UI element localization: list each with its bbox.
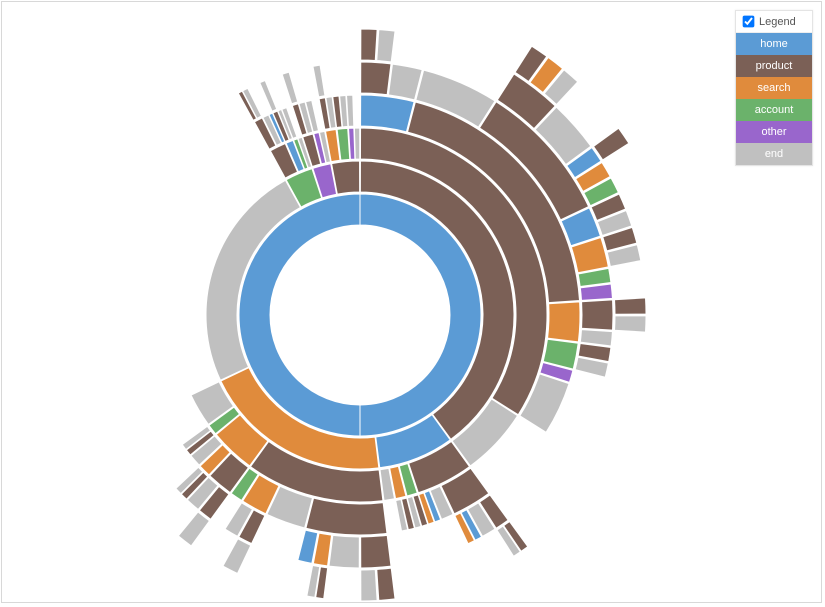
legend-items: homeproductsearchaccountotherend bbox=[736, 33, 812, 165]
sunburst-arc-product[interactable] bbox=[615, 298, 646, 314]
sunburst-arc-product[interactable] bbox=[361, 535, 391, 568]
sunburst-arc-end[interactable] bbox=[354, 128, 359, 159]
sunburst-arc-end[interactable] bbox=[361, 570, 377, 601]
sunburst-arc-product[interactable] bbox=[582, 300, 613, 330]
legend-item-home[interactable]: home bbox=[736, 33, 812, 55]
legend-item-end[interactable]: end bbox=[736, 143, 812, 165]
legend-item-product[interactable]: product bbox=[736, 55, 812, 77]
sunburst-arc-product[interactable] bbox=[361, 62, 391, 95]
sunburst-arc-product[interactable] bbox=[361, 29, 377, 60]
sunburst-arc-search[interactable] bbox=[548, 302, 580, 342]
chart-frame: Legend homeproductsearchaccountotherend bbox=[1, 1, 822, 603]
sunburst-arc-end[interactable] bbox=[580, 330, 612, 346]
legend-item-account[interactable]: account bbox=[736, 99, 812, 121]
sunburst-arc-end[interactable] bbox=[282, 72, 298, 104]
legend-title: Legend bbox=[759, 16, 796, 28]
sunburst-arc-end[interactable] bbox=[223, 539, 251, 574]
sunburst-arc-product[interactable] bbox=[377, 568, 395, 600]
sunburst-arc-end[interactable] bbox=[329, 535, 359, 568]
legend-item-other[interactable]: other bbox=[736, 121, 812, 143]
legend-toggle-checkbox[interactable] bbox=[743, 16, 755, 28]
sunburst-arc-product[interactable] bbox=[594, 128, 629, 160]
sunburst-arc-home[interactable] bbox=[361, 95, 415, 132]
legend-box: Legend homeproductsearchaccountotherend bbox=[735, 10, 813, 166]
sunburst-arc-end[interactable] bbox=[178, 512, 209, 546]
sunburst-arc-end[interactable] bbox=[313, 65, 325, 97]
sunburst-arc-end[interactable] bbox=[377, 30, 395, 62]
sunburst-chart[interactable] bbox=[2, 2, 822, 602]
sunburst-arc-end[interactable] bbox=[615, 316, 646, 332]
sunburst-arc-product[interactable] bbox=[306, 498, 387, 535]
sunburst-arc-other[interactable] bbox=[580, 284, 612, 300]
legend-item-search[interactable]: search bbox=[736, 77, 812, 99]
legend-header: Legend bbox=[736, 11, 812, 33]
sunburst-arc-end[interactable] bbox=[260, 80, 277, 111]
